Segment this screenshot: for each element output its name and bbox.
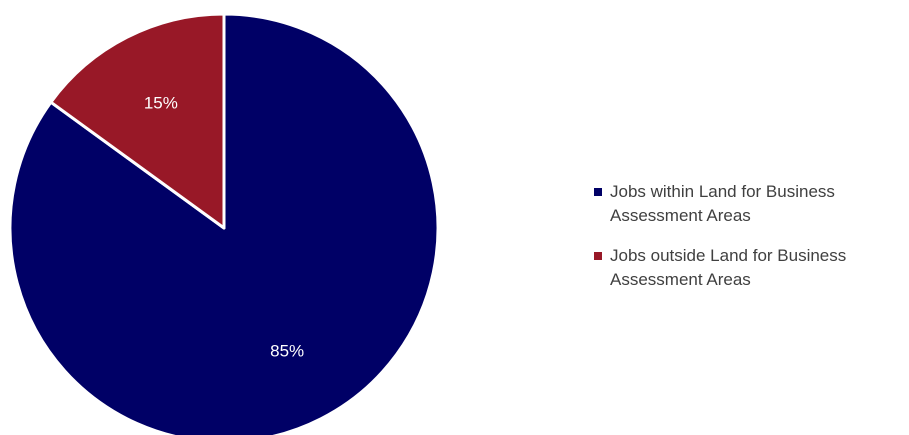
legend-item-within: Jobs within Land for Business Assessment… — [594, 180, 904, 228]
data-label-outside: 15% — [144, 94, 178, 113]
pie-slices — [8, 12, 440, 435]
legend-label-within: Jobs within Land for Business Assessment… — [610, 182, 835, 225]
chart-legend: Jobs within Land for Business Assessment… — [594, 180, 904, 308]
legend-label-outside: Jobs outside Land for Business Assessmen… — [610, 246, 847, 289]
data-label-within: 85% — [270, 341, 304, 360]
pie-chart: 85% 15% — [8, 12, 440, 435]
pie-slice-within — [8, 12, 440, 435]
legend-swatch-within — [594, 188, 602, 196]
legend-swatch-outside — [594, 252, 602, 260]
pie-data-labels: 85% 15% — [144, 94, 304, 361]
pie-slice-outside — [49, 12, 226, 230]
legend-item-outside: Jobs outside Land for Business Assessmen… — [594, 244, 904, 292]
